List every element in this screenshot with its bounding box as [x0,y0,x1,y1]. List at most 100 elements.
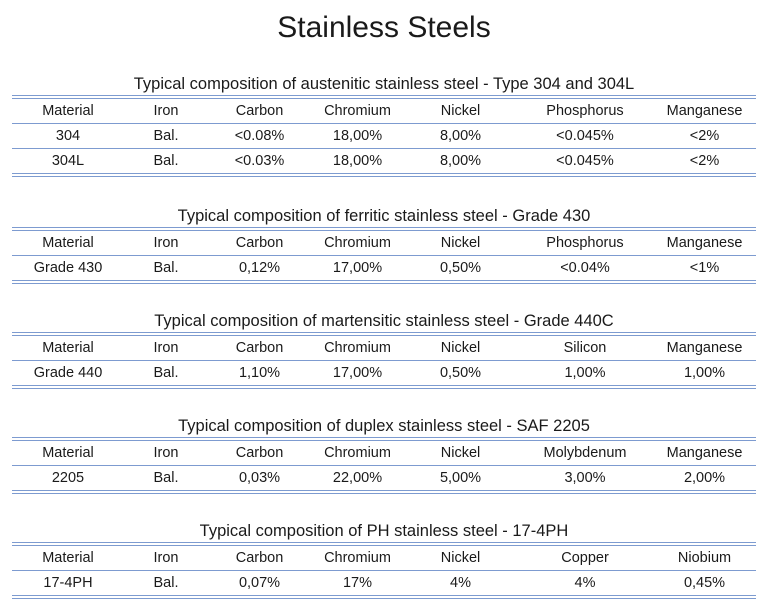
page-title: Stainless Steels [277,11,491,44]
column-header: Nickel [440,103,481,119]
column-header: Copper [561,550,609,566]
table-header-row: Material Iron Carbon Chromium Nickel Molybden… [12,441,756,465]
table-cell: 1,00% [564,365,606,381]
section-title: Typical composition of martensitic stain… [154,312,614,330]
column-header: Material [42,235,94,251]
table-row: 304L Bal. <0.03% 18,00% 8,00% <0.045% <2% [12,149,756,173]
table-bottom-rule [12,595,756,599]
column-header: Phosphorus [546,103,624,119]
table-cell: <0.04% [560,260,610,276]
table-cell: <2% [689,153,720,169]
table-cell: <1% [689,260,720,276]
column-header: Nickel [440,235,481,251]
column-header: Material [42,103,94,119]
table-cell: 0,50% [439,260,482,276]
column-header: Material [42,445,94,461]
table-header-row: Material Iron Carbon Chromium Nickel Copper Ni… [12,546,756,570]
table-bottom-rule [12,385,756,389]
table-row: 304 Bal. <0.08% 18,00% 8,00% <0.045% <2% [12,124,756,148]
table-cell: 4% [574,575,596,591]
column-header: Iron [153,235,179,251]
column-header: Manganese [666,103,743,119]
header-rule [12,570,756,571]
column-header: Nickel [440,550,481,566]
table-cell: 2,00% [683,470,726,486]
table-cell: 1,00% [683,365,726,381]
table-cell: Bal. [153,470,179,486]
table-cell: 17-4PH [43,575,93,591]
table-cell: 1,10% [238,365,281,381]
column-header: Chromium [324,550,391,566]
table-top-rule [12,542,756,546]
table-cell: 0,12% [238,260,281,276]
table-cell: 0,50% [439,365,482,381]
column-header: Carbon [235,340,284,356]
column-header: Molybdenum [543,445,627,461]
table-cell: <0.03% [234,153,285,169]
column-header: Carbon [235,445,284,461]
composition-section: Typical composition of PH stainless stee… [12,521,756,599]
column-header: Material [42,550,94,566]
table-cell: <2% [689,128,720,144]
column-header: Silicon [563,340,607,356]
table-top-rule [12,95,756,99]
column-header: Iron [153,103,179,119]
table-row: Grade 440 Bal. 1,10% 17,00% 0,50% 1,00% 1,00% [12,361,756,385]
table-top-rule [12,227,756,231]
header-rule [12,123,756,124]
table-cell: 2205 [51,470,85,486]
column-header: Phosphorus [546,235,624,251]
table-cell: Bal. [153,128,179,144]
table-cell: 4% [450,575,471,591]
column-header: Chromium [324,235,391,251]
composition-section: Typical composition of duplex stainless … [12,416,756,494]
table-cell: 304 [55,128,81,144]
header-rule [12,360,756,361]
header-rule [12,255,756,256]
section-title: Typical composition of austenitic stainl… [133,75,635,93]
table-cell: Bal. [153,365,179,381]
table-top-rule [12,437,756,441]
table-cell: Grade 430 [33,260,103,276]
composition-section: Typical composition of martensitic stain… [12,311,756,389]
composition-section: Typical composition of austenitic stainl… [12,74,756,177]
table-bottom-rule [12,490,756,494]
table-cell: 18,00% [332,153,383,169]
column-header: Manganese [666,445,743,461]
table-top-rule [12,332,756,336]
table-cell: 17,00% [332,260,383,276]
column-header: Manganese [666,340,743,356]
row-rule [12,148,756,149]
table-cell: Bal. [153,153,179,169]
column-header: Iron [153,340,179,356]
column-header: Nickel [440,445,481,461]
column-header: Manganese [666,235,743,251]
table-cell: 8,00% [439,128,482,144]
table-bottom-rule [12,173,756,177]
section-title: Typical composition of PH stainless stee… [199,522,569,540]
column-header: Nickel [440,340,481,356]
column-header: Material [42,340,94,356]
table-cell: 5,00% [439,470,482,486]
table-row: Grade 430 Bal. 0,12% 17,00% 0,50% <0.04% <1% [12,256,756,280]
table-cell: 22,00% [332,470,383,486]
column-header: Niobium [677,550,732,566]
column-header: Chromium [324,445,391,461]
column-header: Iron [153,550,179,566]
section-title: Typical composition of duplex stainless … [178,417,590,435]
table-cell: 8,00% [439,153,482,169]
column-header: Iron [153,445,179,461]
column-header: Carbon [235,235,284,251]
table-bottom-rule [12,280,756,284]
section-title: Typical composition of ferritic stainles… [177,207,591,225]
table-cell: 3,00% [564,470,606,486]
header-rule [12,465,756,466]
table-cell: <0.045% [556,128,614,144]
table-cell: Bal. [153,260,179,276]
table-cell: <0.08% [234,128,285,144]
column-header: Chromium [324,103,391,119]
table-cell: Grade 440 [33,365,103,381]
table-cell: 0,07% [238,575,281,591]
column-header: Carbon [235,103,284,119]
table-cell: Bal. [153,575,179,591]
